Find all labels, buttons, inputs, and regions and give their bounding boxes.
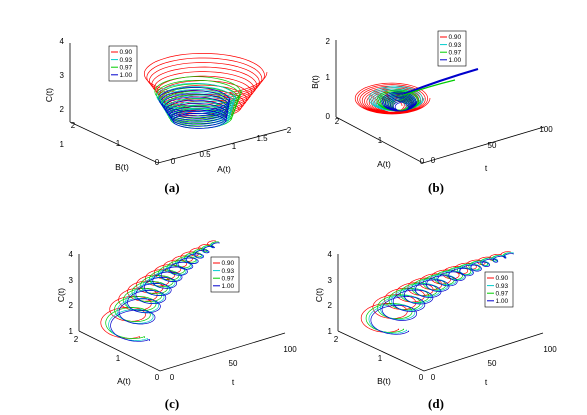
series-curve-1.00 <box>370 253 514 335</box>
y-tick-label: 0 <box>155 158 160 167</box>
x-tick-label: 1.5 <box>256 134 268 143</box>
chart-plot-area <box>100 240 220 342</box>
y-tick-label: 1 <box>116 354 121 363</box>
x-tick-label: 0 <box>170 373 175 382</box>
series-tail-0.97 <box>403 79 456 96</box>
panel-caption: (b) <box>428 180 444 195</box>
panel-caption: (a) <box>164 180 179 195</box>
series-curve-1.00 <box>158 87 231 129</box>
series-curve-0.93 <box>368 252 514 334</box>
y-axis-label: B(t) <box>115 162 129 172</box>
legend-entry: 0.97 <box>496 290 509 297</box>
y-axis-label: A(t) <box>377 159 391 169</box>
x-tick-label: 100 <box>283 345 297 354</box>
x-axis-label: A(t) <box>217 164 231 174</box>
y-axis-label: A(t) <box>117 376 131 386</box>
z-axis-label: B(t) <box>310 75 320 89</box>
series-curve-1.00 <box>110 242 220 342</box>
legend-entry: 0.93 <box>222 268 235 275</box>
x-tick-label: 0 <box>431 373 436 382</box>
z-tick-label: 0 <box>326 112 331 121</box>
z-tick-label: 1 <box>328 327 333 336</box>
y-tick-label: 2 <box>334 335 339 344</box>
y-tick-label: 0 <box>419 373 424 382</box>
x-tick-label: 2 <box>287 126 292 135</box>
legend-entry: 0.90 <box>120 49 133 56</box>
axis-line <box>335 116 545 164</box>
z-tick-label: 4 <box>60 37 65 46</box>
z-tick-label: 2 <box>69 301 74 310</box>
z-axis-label: C(t) <box>44 88 54 102</box>
series-curve-1.00 <box>381 91 418 112</box>
y-tick-label: 1 <box>378 136 383 145</box>
x-axis-label: t <box>485 377 488 387</box>
z-axis-label: C(t) <box>56 288 66 302</box>
panel-caption: (d) <box>428 396 444 411</box>
z-tick-label: 2 <box>328 301 333 310</box>
series-curve-0.97 <box>154 76 243 129</box>
legend-entry: 0.90 <box>449 34 462 41</box>
legend: 0.900.930.971.00 <box>437 30 467 67</box>
legend-entry: 0.97 <box>449 49 462 56</box>
z-tick-label: 3 <box>69 276 74 285</box>
legend-entry: 0.93 <box>496 283 509 290</box>
z-tick-label: 1 <box>60 140 65 149</box>
z-tick-label: 4 <box>328 250 333 259</box>
legend-entry: 1.00 <box>120 72 133 79</box>
legend-entry: 0.93 <box>120 57 133 64</box>
legend: 0.900.930.971.00 <box>108 45 138 82</box>
legend-entry: 0.97 <box>222 275 235 282</box>
legend: 0.900.930.971.00 <box>484 271 514 308</box>
x-tick-label: 100 <box>539 125 553 134</box>
z-tick-label: 2 <box>60 105 65 114</box>
x-tick-label: 1 <box>232 142 237 151</box>
axis-line <box>69 121 288 164</box>
y-axis-label: B(t) <box>377 376 391 386</box>
x-tick-label: 100 <box>543 345 557 354</box>
chart-plot-area <box>360 251 514 335</box>
series-tail-1.00 <box>403 67 479 96</box>
panel-caption: (c) <box>165 396 179 411</box>
x-tick-label: 50 <box>229 359 238 368</box>
z-tick-label: 2 <box>326 37 331 46</box>
z-axis-label: C(t) <box>314 288 324 302</box>
legend-entry: 0.90 <box>496 275 509 282</box>
legend-entry: 0.93 <box>449 42 462 49</box>
x-axis-label: t <box>485 163 488 173</box>
series-curve-0.90 <box>100 240 216 339</box>
x-tick-label: 0 <box>171 157 176 166</box>
y-tick-label: 1 <box>378 354 383 363</box>
y-tick-label: 2 <box>335 117 340 126</box>
chart-plot-area <box>354 67 479 115</box>
z-tick-label: 1 <box>326 73 331 82</box>
x-tick-label: 0 <box>431 156 436 165</box>
legend-entry: 1.00 <box>222 283 235 290</box>
z-tick-label: 3 <box>328 276 333 285</box>
y-tick-label: 1 <box>116 139 121 148</box>
legend-entry: 0.90 <box>222 260 235 267</box>
chart-panel-0: 1 2 3 4 2 1 0 0 0.5 1 1.5 2 C(t) B(t) A(t) 0.900.930.97… <box>44 37 292 195</box>
legend: 0.900.930.971.00 <box>210 256 240 293</box>
legend-entry: 0.97 <box>120 64 133 71</box>
legend-entry: 1.00 <box>496 298 509 305</box>
z-tick-label: 4 <box>69 250 74 259</box>
y-tick-label: 0 <box>420 157 425 166</box>
y-tick-label: 0 <box>155 373 160 382</box>
axis-line <box>78 330 286 372</box>
x-tick-label: 50 <box>488 141 497 150</box>
legend-entry: 1.00 <box>449 57 462 64</box>
y-tick-label: 2 <box>74 335 79 344</box>
y-tick-label: 2 <box>71 121 76 130</box>
x-tick-label: 0.5 <box>199 150 211 159</box>
z-tick-label: 1 <box>69 327 74 336</box>
axis-line <box>337 330 544 372</box>
x-tick-label: 50 <box>488 359 497 368</box>
chart-plot-area <box>143 53 268 129</box>
z-tick-label: 3 <box>60 71 65 80</box>
x-axis-label: t <box>232 377 235 387</box>
